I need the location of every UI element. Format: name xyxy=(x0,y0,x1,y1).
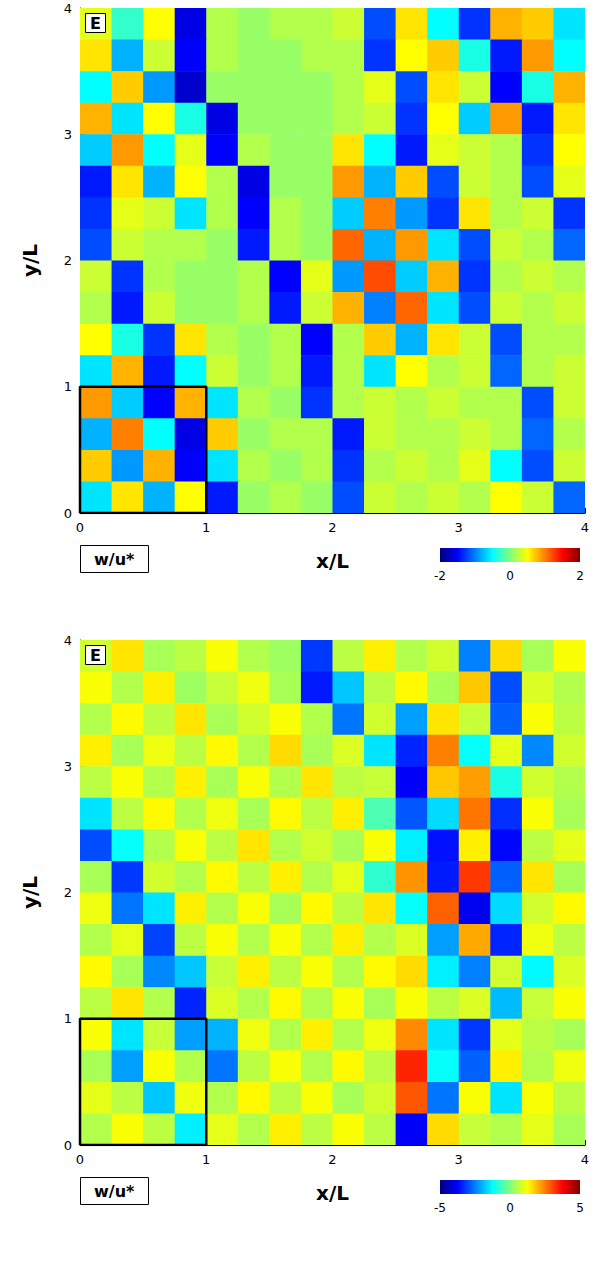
svg-text:0: 0 xyxy=(506,569,514,583)
svg-text:3: 3 xyxy=(455,1152,463,1167)
svg-text:2: 2 xyxy=(328,520,336,535)
svg-text:1: 1 xyxy=(64,379,72,394)
svg-text:1: 1 xyxy=(202,1152,210,1167)
svg-text:0: 0 xyxy=(64,1138,72,1153)
svg-text:-5: -5 xyxy=(434,1201,446,1215)
svg-text:E: E xyxy=(90,646,101,665)
svg-text:0: 0 xyxy=(76,520,84,535)
svg-text:2: 2 xyxy=(576,569,584,583)
svg-text:1: 1 xyxy=(64,1011,72,1026)
svg-text:-2: -2 xyxy=(434,569,446,583)
svg-text:5: 5 xyxy=(576,1201,584,1215)
svg-text:w/u*: w/u* xyxy=(94,1182,135,1201)
svg-text:0: 0 xyxy=(76,1152,84,1167)
svg-text:0: 0 xyxy=(506,1201,514,1215)
svg-text:w/u*: w/u* xyxy=(94,550,135,569)
svg-text:3: 3 xyxy=(455,520,463,535)
svg-text:4: 4 xyxy=(64,1,72,16)
svg-text:4: 4 xyxy=(581,520,589,535)
svg-text:4: 4 xyxy=(581,1152,589,1167)
svg-text:2: 2 xyxy=(64,253,72,268)
svg-text:x/L: x/L xyxy=(316,1181,349,1205)
svg-text:x/L: x/L xyxy=(316,549,349,573)
svg-text:4: 4 xyxy=(64,633,72,648)
svg-text:3: 3 xyxy=(64,127,72,142)
svg-text:2: 2 xyxy=(328,1152,336,1167)
svg-text:0: 0 xyxy=(64,506,72,521)
svg-text:y/L: y/L xyxy=(18,876,42,909)
svg-text:1: 1 xyxy=(202,520,210,535)
svg-text:y/L: y/L xyxy=(18,244,42,277)
svg-text:E: E xyxy=(90,14,101,33)
svg-text:3: 3 xyxy=(64,759,72,774)
svg-text:2: 2 xyxy=(64,885,72,900)
